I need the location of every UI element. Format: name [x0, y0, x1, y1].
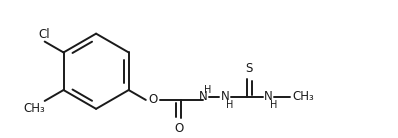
Text: N: N — [264, 91, 273, 104]
Text: N: N — [220, 91, 229, 104]
Text: Cl: Cl — [38, 28, 49, 41]
Text: S: S — [245, 62, 252, 75]
Text: H: H — [205, 85, 212, 95]
Text: CH₃: CH₃ — [23, 102, 45, 115]
Text: N: N — [199, 91, 208, 104]
Text: H: H — [226, 100, 234, 110]
Text: O: O — [175, 122, 184, 135]
Text: O: O — [148, 93, 157, 106]
Text: H: H — [270, 100, 277, 110]
Text: CH₃: CH₃ — [292, 91, 314, 104]
